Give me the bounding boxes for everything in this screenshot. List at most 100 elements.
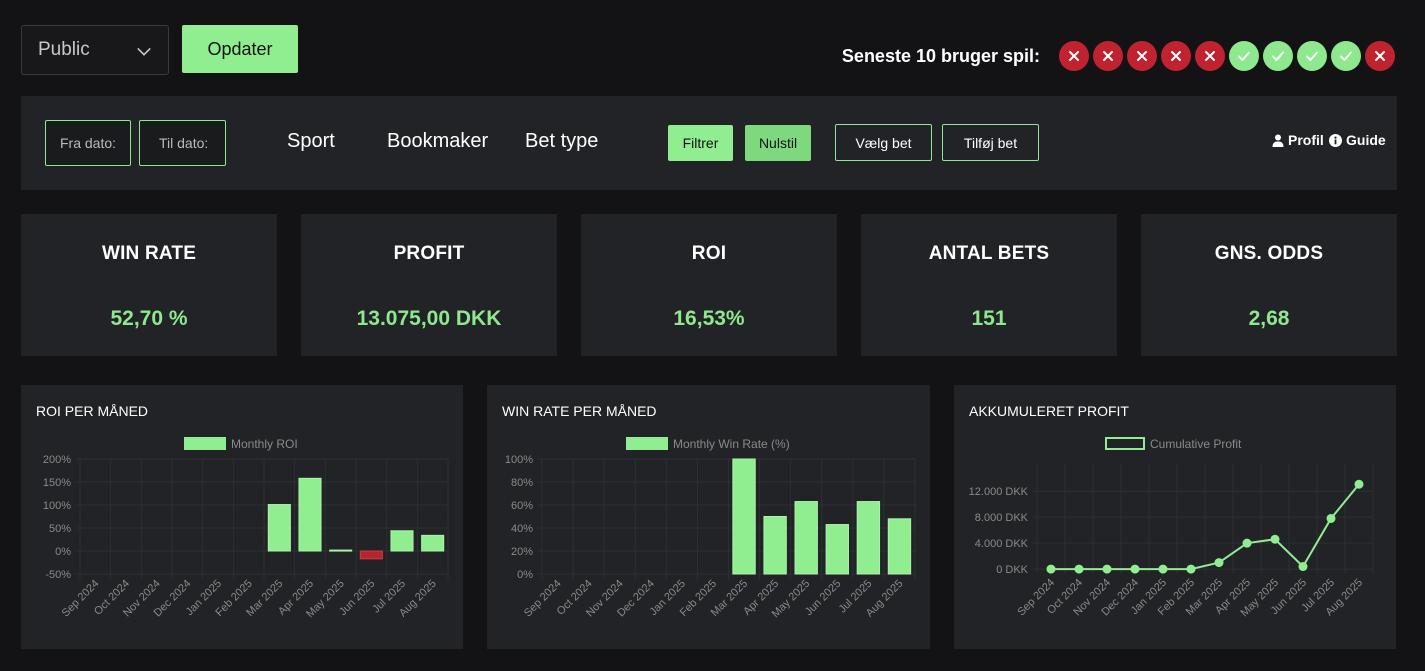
profit-chart: Cumulative Profit 0 DKK 4.000 DKK 8.000 DKK… xyxy=(969,437,1374,619)
guide-link[interactable]: Guide xyxy=(1329,132,1386,148)
y-tick-label: 150% xyxy=(43,477,71,489)
to-date-input[interactable]: Til dato: xyxy=(139,120,226,166)
legend-label: Cumulative Profit xyxy=(1150,437,1242,451)
y-tick-label: 80% xyxy=(511,477,533,489)
y-tick-label: 8.000 DKK xyxy=(975,512,1029,524)
stat-value: 13.075,00 DKK xyxy=(356,307,502,330)
data-point xyxy=(1046,564,1056,574)
stat-value: 151 xyxy=(971,307,1007,330)
legend-label: Monthly ROI xyxy=(231,437,298,451)
recent-games-dots xyxy=(1055,41,1395,71)
legend-swatch xyxy=(184,437,226,450)
profile-label: Profil xyxy=(1288,132,1324,148)
data-point xyxy=(1354,479,1364,489)
bar xyxy=(825,524,849,575)
series-line xyxy=(1051,483,1360,571)
reset-button[interactable]: Nulstil xyxy=(745,125,811,161)
bet-type-filter[interactable]: Bet type xyxy=(525,130,599,152)
data-point xyxy=(1270,534,1280,544)
check-icon xyxy=(1340,51,1352,61)
visibility-select[interactable]: Public xyxy=(21,25,169,75)
stat-title: ANTAL BETS xyxy=(928,243,1050,264)
recent-result-loss xyxy=(1161,41,1191,71)
stat-title: PROFIT xyxy=(393,243,465,264)
chart-title: ROI PER MÅNED xyxy=(36,403,149,419)
recent-result-loss xyxy=(1365,41,1395,71)
bar xyxy=(359,550,383,560)
recent-result-win xyxy=(1297,41,1327,71)
recent-result-win xyxy=(1331,41,1361,71)
win-rate-chart: Monthly Win Rate (%)0%20%40%60%80%100%Se… xyxy=(505,437,916,620)
bar xyxy=(794,501,818,575)
recent-result-loss xyxy=(1127,41,1157,71)
y-tick-label: 4.000 DKK xyxy=(975,538,1029,550)
stat-title: ROI xyxy=(691,243,727,264)
check-icon xyxy=(1306,51,1318,61)
from-date-input[interactable]: Fra dato: xyxy=(45,120,131,166)
y-tick-label: 60% xyxy=(511,500,533,512)
guide-label: Guide xyxy=(1346,132,1386,148)
bar xyxy=(763,516,787,575)
y-tick-label: 50% xyxy=(49,523,71,535)
recent-games: Seneste 10 bruger spil: xyxy=(842,41,1395,71)
bar xyxy=(887,518,912,575)
recent-result-win xyxy=(1263,41,1293,71)
stat-card-roi: ROI 16,53% xyxy=(581,214,837,356)
y-tick-label: 40% xyxy=(511,523,533,535)
y-tick-label: 200% xyxy=(43,454,71,466)
add-bet-button[interactable]: Tilføj bet xyxy=(942,124,1039,161)
recent-games-label: Seneste 10 bruger spil: xyxy=(841,45,1040,66)
stat-value: 52,70 % xyxy=(110,307,188,330)
recent-result-win xyxy=(1229,41,1259,71)
bar xyxy=(390,530,414,552)
data-point xyxy=(1158,564,1168,574)
from-date-placeholder: Fra dato: xyxy=(60,135,117,151)
y-tick-label: 100% xyxy=(505,454,533,466)
close-icon xyxy=(1103,51,1113,61)
y-tick-label: 0% xyxy=(517,569,533,581)
close-icon xyxy=(1205,51,1215,61)
to-date-placeholder: Til dato: xyxy=(159,135,209,151)
legend-swatch xyxy=(1105,437,1145,450)
stat-card-profit: PROFIT 13.075,00 DKK xyxy=(301,214,557,356)
close-icon xyxy=(1171,51,1181,61)
visibility-select-value: Public xyxy=(38,39,90,60)
bar xyxy=(267,504,291,552)
bar xyxy=(856,501,881,575)
update-button[interactable]: Opdater xyxy=(182,25,298,73)
stat-card-avg-odds: GNS. ODDS 2,68 xyxy=(1141,214,1397,356)
stat-card-win-rate: WIN RATE 52,70 % xyxy=(21,214,277,356)
data-point xyxy=(1130,564,1140,574)
data-point xyxy=(1326,513,1336,523)
bookmaker-filter[interactable]: Bookmaker xyxy=(387,130,489,152)
data-point xyxy=(1102,564,1112,574)
data-point xyxy=(1242,538,1252,548)
data-point xyxy=(1214,558,1224,568)
close-icon xyxy=(1069,51,1079,61)
chart-title: WIN RATE PER MÅNED xyxy=(502,403,657,419)
data-point xyxy=(1074,564,1084,574)
y-tick-label: 100% xyxy=(43,500,71,512)
filter-button[interactable]: Filtrer xyxy=(668,125,733,161)
recent-result-loss xyxy=(1195,41,1225,71)
choose-bet-button[interactable]: Vælg bet xyxy=(835,124,932,161)
close-icon xyxy=(1375,51,1385,61)
chart-title: AKKUMULERET PROFIT xyxy=(969,403,1129,419)
stat-value: 16,53% xyxy=(673,307,745,330)
bar xyxy=(298,477,322,552)
y-tick-label: 0% xyxy=(55,546,71,558)
chevron-down-icon xyxy=(137,42,151,56)
recent-result-loss xyxy=(1059,41,1089,71)
bar xyxy=(421,534,445,552)
legend-swatch xyxy=(626,437,668,450)
profile-link[interactable]: Profil xyxy=(1272,132,1324,148)
y-tick-label: 20% xyxy=(511,546,533,558)
win-rate-chart-panel: Monthly Win Rate (%) 0% 20% 40% 60% 80% 100% Se… xyxy=(487,385,930,649)
data-point xyxy=(1186,564,1196,574)
bar xyxy=(329,549,353,552)
check-icon xyxy=(1272,51,1284,61)
stat-value: 2,68 xyxy=(1248,307,1290,330)
y-tick-label: -50% xyxy=(45,569,71,581)
roi-chart: Monthly ROI-50%0%50%100%150%200%Sep 2024… xyxy=(43,437,449,620)
sport-filter[interactable]: Sport xyxy=(287,130,335,152)
